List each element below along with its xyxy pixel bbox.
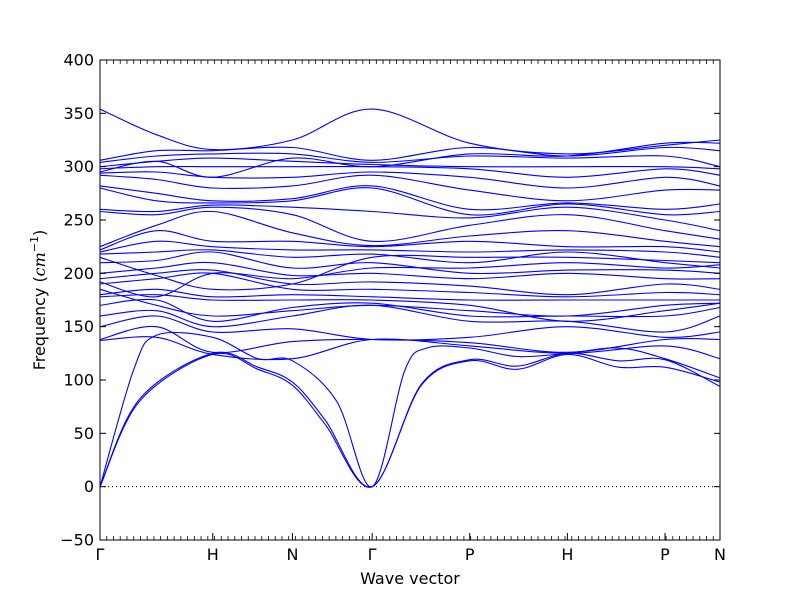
x-axis-label: Wave vector xyxy=(360,569,460,588)
x-tick-label: P xyxy=(465,545,475,564)
y-axis-label-close: ) xyxy=(30,230,49,236)
y-tick-label: 50 xyxy=(74,424,94,443)
band-line-b10 xyxy=(99,288,720,301)
plot-area xyxy=(99,108,721,488)
y-tick-label: 400 xyxy=(63,51,94,70)
band-line-b30 xyxy=(99,141,721,178)
band-line-b21 xyxy=(99,187,721,216)
ticks-group: −50 0 50 100 150 200 250 300 350 400 Γ H N Γ P H P N xyxy=(60,51,726,565)
y-tick-label: 200 xyxy=(63,264,94,283)
band-line-b14 xyxy=(99,251,721,275)
x-tick-label: N xyxy=(286,545,298,564)
x-tick-label: Γ xyxy=(368,545,377,564)
band-line-b28 xyxy=(99,146,721,161)
x-tick-label: N xyxy=(714,545,726,564)
band-line-b22 xyxy=(99,185,721,211)
band-line-b20 xyxy=(99,204,721,232)
band-line-b32 xyxy=(99,262,721,298)
y-axis-label-exponent: −1 xyxy=(28,236,41,252)
x-tick-label: P xyxy=(660,545,670,564)
y-tick-label: 350 xyxy=(63,104,94,123)
band-line-b9 xyxy=(99,294,721,322)
y-tick-label: 150 xyxy=(63,317,94,336)
band-line-b11 xyxy=(99,272,721,298)
band-line-b13 xyxy=(99,261,721,280)
y-tick-label: 100 xyxy=(63,371,94,390)
y-tick-label: 300 xyxy=(63,157,94,176)
band-line-b26 xyxy=(99,157,721,170)
band-line-b18 xyxy=(99,210,721,248)
band-line-acoustic-2 xyxy=(99,351,721,488)
y-tick-label: −50 xyxy=(60,531,94,550)
band-line-b29 xyxy=(99,108,721,155)
band-line-b25 xyxy=(99,165,721,178)
y-axis-label: Frequency (cm−1) xyxy=(28,230,49,371)
y-axis-label-unit: cm xyxy=(30,252,49,276)
x-tick-label: Γ xyxy=(96,545,105,564)
y-tick-label: 250 xyxy=(63,211,94,230)
band-line-b31 xyxy=(99,288,721,317)
band-line-b16 xyxy=(99,240,721,258)
band-line-b33 xyxy=(99,254,721,291)
band-line-b23 xyxy=(99,174,721,202)
y-tick-label: 0 xyxy=(84,477,94,496)
band-line-b12 xyxy=(99,269,721,296)
band-line-b27 xyxy=(99,152,721,168)
band-line-b8 xyxy=(99,298,721,322)
band-line-b17 xyxy=(99,230,721,253)
band-line-b24 xyxy=(99,171,721,189)
x-tick-label: H xyxy=(561,545,573,564)
band-line-b19 xyxy=(99,206,721,242)
band-line-b6 xyxy=(99,315,721,341)
x-tick-label: H xyxy=(207,545,219,564)
y-axis-label-text: Frequency ( xyxy=(30,276,49,370)
band-line-b15 xyxy=(99,249,721,269)
